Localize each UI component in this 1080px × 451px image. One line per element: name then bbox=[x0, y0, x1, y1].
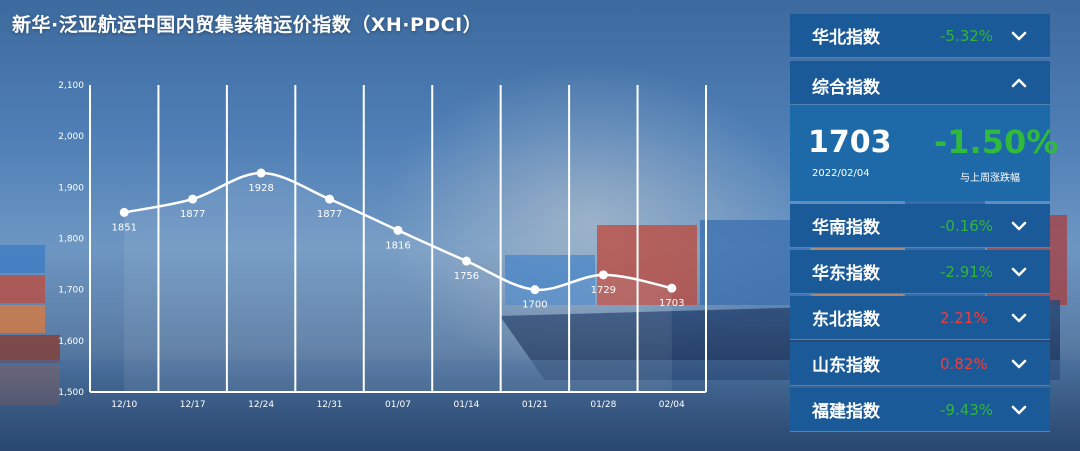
data-label: 1729 bbox=[591, 285, 616, 296]
y-tick-label: 1,900 bbox=[58, 183, 84, 193]
data-label: 1816 bbox=[385, 240, 410, 251]
line-chart: 1,500 1,600 1,700 1,800 1,900 2,000 2,100 12/1… bbox=[58, 81, 707, 410]
y-tick-label: 1,800 bbox=[58, 235, 84, 245]
row-name: 福建指数 bbox=[812, 402, 880, 422]
page-title: 新华·泛亚航运中国内贸集装箱运价指数（XH·PDCI） bbox=[12, 14, 483, 36]
y-tick-label: 1,500 bbox=[58, 388, 84, 398]
row-regional-index[interactable]: 华东指数 -2.91% bbox=[790, 250, 1050, 294]
x-tick-label: 12/31 bbox=[317, 400, 343, 410]
x-tick-label: 02/04 bbox=[659, 400, 685, 410]
row-regional-index[interactable]: 东北指数 2.21% bbox=[790, 296, 1050, 340]
row-regional-index[interactable]: 山东指数 0.82% bbox=[790, 342, 1050, 386]
chevron-down-icon[interactable] bbox=[1010, 355, 1028, 373]
data-point bbox=[667, 283, 677, 293]
data-label: 1756 bbox=[454, 271, 479, 282]
chevron-down-icon[interactable] bbox=[1010, 263, 1028, 281]
expanded-zonghe: 综合指数 1703 2022/02/04 -1.50% 与上周涨跌幅 bbox=[790, 61, 1058, 201]
data-labels: 1851 1877 1928 1877 1816 1756 1700 1729 1703 bbox=[111, 183, 684, 311]
row-pct: -2.91% bbox=[940, 262, 994, 281]
row-huabei[interactable]: 华北指数 -5.32% bbox=[790, 14, 1050, 58]
row-name: 华南指数 bbox=[812, 218, 880, 238]
data-label: 1877 bbox=[317, 209, 342, 220]
row-regional-index[interactable]: 福建指数 -9.43% bbox=[790, 388, 1050, 432]
composite-value: 1703 bbox=[808, 125, 892, 160]
row-name: 综合指数 bbox=[812, 78, 880, 98]
y-tick-label: 2,000 bbox=[58, 132, 84, 142]
data-point bbox=[393, 225, 403, 235]
x-axis: 12/10 12/17 12/24 12/31 01/07 01/14 01/21 01/28… bbox=[111, 400, 685, 410]
composite-note: 与上周涨跌幅 bbox=[960, 173, 1020, 184]
chevron-up-icon[interactable] bbox=[1010, 74, 1028, 92]
data-label: 1877 bbox=[180, 209, 205, 220]
x-tick-label: 01/28 bbox=[590, 400, 616, 410]
row-regional-index[interactable]: 华南指数 -0.16% bbox=[790, 204, 1050, 248]
data-label: 1700 bbox=[522, 300, 547, 311]
data-label: 1928 bbox=[248, 183, 273, 194]
row-name: 山东指数 bbox=[812, 356, 880, 376]
row-pct: -0.16% bbox=[940, 216, 994, 235]
data-point bbox=[188, 194, 198, 204]
y-tick-label: 1,700 bbox=[58, 286, 84, 296]
data-point bbox=[598, 270, 608, 280]
x-tick-label: 01/21 bbox=[522, 400, 548, 410]
row-name: 华东指数 bbox=[812, 264, 880, 284]
row-name: 华北指数 bbox=[812, 28, 880, 48]
area-fill bbox=[124, 173, 672, 392]
data-point bbox=[461, 256, 471, 266]
composite-date: 2022/02/04 bbox=[812, 168, 870, 179]
data-label: 1851 bbox=[111, 222, 136, 233]
chevron-down-icon[interactable] bbox=[1010, 217, 1028, 235]
chevron-down-icon[interactable] bbox=[1010, 309, 1028, 327]
x-tick-label: 12/10 bbox=[111, 400, 137, 410]
data-point bbox=[256, 168, 266, 178]
y-tick-label: 1,600 bbox=[58, 337, 84, 347]
row-pct: 2.21% bbox=[940, 308, 988, 327]
data-point bbox=[530, 285, 540, 295]
composite-pct: -1.50% bbox=[934, 123, 1059, 161]
data-point bbox=[325, 194, 335, 204]
data-label: 1703 bbox=[659, 298, 684, 309]
data-points bbox=[119, 168, 677, 295]
x-tick-label: 01/07 bbox=[385, 400, 411, 410]
row-pct: -9.43% bbox=[940, 400, 994, 419]
row-pct: 0.82% bbox=[940, 354, 988, 373]
vertical-grid bbox=[89, 85, 707, 393]
data-point bbox=[119, 207, 129, 217]
x-tick-label: 01/14 bbox=[453, 400, 479, 410]
row-zonghe[interactable]: 综合指数 bbox=[790, 61, 1050, 105]
x-tick-label: 12/24 bbox=[248, 400, 274, 410]
y-tick-label: 2,100 bbox=[58, 81, 84, 91]
row-pct: -5.32% bbox=[940, 26, 994, 45]
x-tick-label: 12/17 bbox=[180, 400, 206, 410]
y-axis: 1,500 1,600 1,700 1,800 1,900 2,000 2,100 bbox=[58, 81, 84, 398]
chevron-down-icon[interactable] bbox=[1010, 401, 1028, 419]
row-name: 东北指数 bbox=[812, 310, 880, 330]
chevron-down-icon[interactable] bbox=[1010, 27, 1028, 45]
